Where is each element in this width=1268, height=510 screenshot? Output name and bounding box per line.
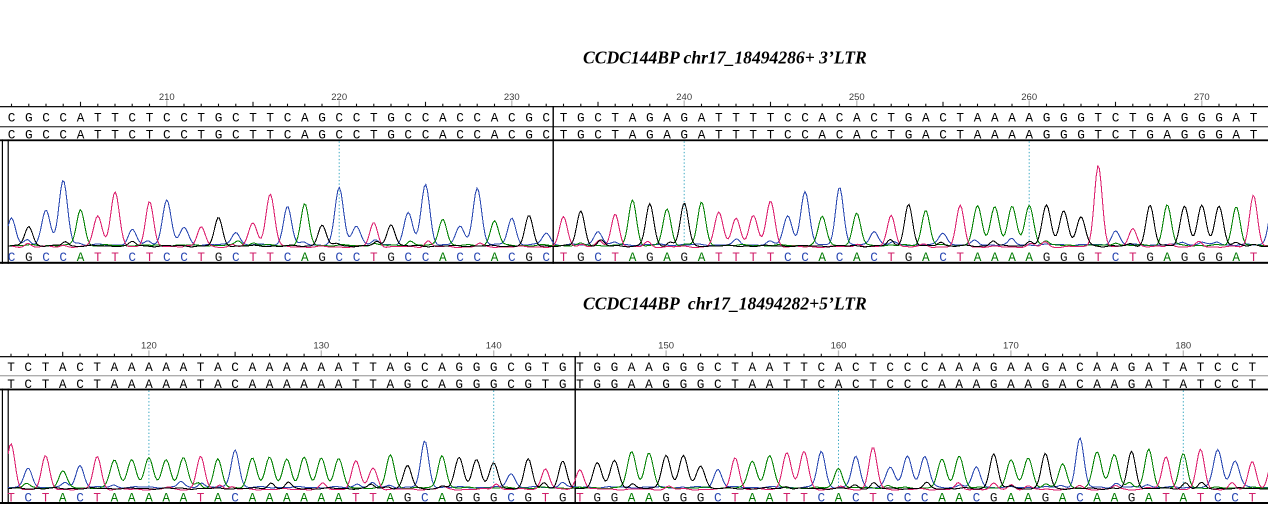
svg-text:240: 240 [676,92,692,103]
svg-text:260: 260 [1021,92,1037,103]
svg-text:210: 210 [159,92,175,103]
svg-text:CGCCATTCTCCTGCTTCAGCCTGCCACCAC: CGCCATTCTCCTGCTTCAGCCTGCCACCACGCTGCTAGAG… [8,111,1258,126]
svg-text:170: 170 [1003,340,1019,351]
svg-text:220: 220 [331,92,347,103]
svg-text:TCTACTAAAAATACAAAAAATTAGCAGGGC: TCTACTAAAAATACAAAAAATTAGCAGGGCGTGTGGAAGG… [7,377,1256,392]
svg-text:CCDC144BP chr17_18494282+5’LT: CCDC144BP chr17_18494282+5’LTR [583,294,867,314]
svg-text:140: 140 [486,340,502,351]
svg-text:160: 160 [831,340,847,351]
svg-text:180: 180 [1175,340,1191,351]
svg-text:230: 230 [504,92,520,103]
svg-text:250: 250 [849,92,865,103]
svg-text:TCTACTAAAAATACAAAAAATTAGCAGGGC: TCTACTAAAAATACAAAAAATTAGCAGGGCGTGTGGAAGG… [7,360,1256,375]
svg-text:120: 120 [141,340,157,351]
svg-text:CGCCATTCTCCTGCTTCAGCCTGCCACCAC: CGCCATTCTCCTGCTTCAGCCTGCCACCACGCTGCTAGAG… [8,128,1258,143]
svg-text:150: 150 [658,340,674,351]
svg-text:270: 270 [1194,92,1210,103]
svg-text:CCDC144BP chr17_18494286+ 3’LT: CCDC144BP chr17_18494286+ 3’LTR [583,47,867,67]
svg-text:130: 130 [313,340,329,351]
